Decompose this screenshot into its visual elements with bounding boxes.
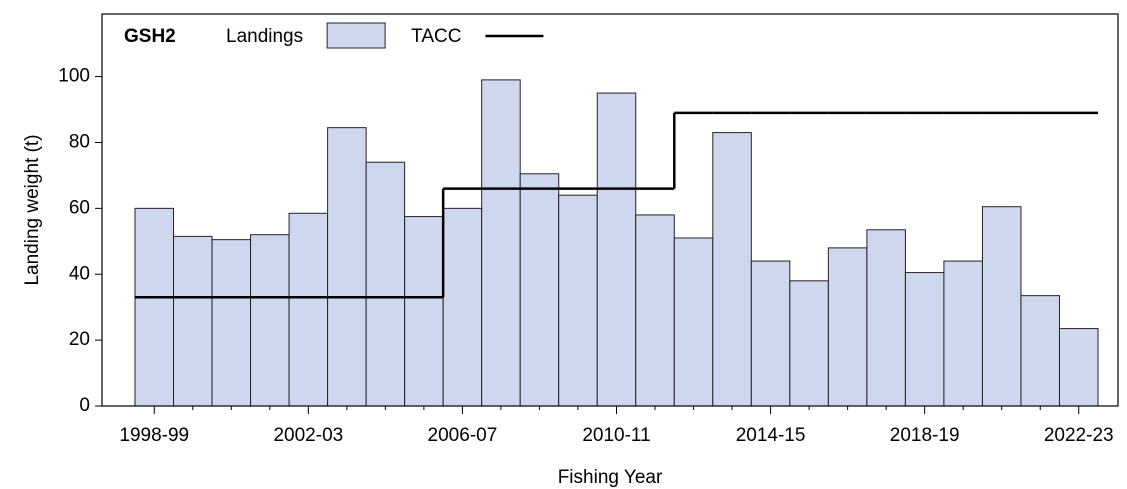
bar bbox=[519, 173, 560, 407]
y-tick-label: 80 bbox=[69, 131, 90, 152]
bar bbox=[250, 234, 290, 407]
bar bbox=[789, 280, 829, 407]
bar bbox=[442, 207, 483, 407]
bar bbox=[712, 132, 752, 407]
bar bbox=[288, 212, 329, 407]
legend-label: TACC bbox=[411, 26, 461, 47]
bar bbox=[673, 237, 714, 407]
x-tick-label: 2022-23 bbox=[1044, 425, 1114, 446]
plot-frame bbox=[101, 13, 1119, 407]
legend-swatch bbox=[326, 22, 386, 49]
y-tick-label: 0 bbox=[79, 395, 90, 416]
bar bbox=[981, 206, 1022, 407]
y-tick-label: 100 bbox=[58, 66, 90, 87]
chart-title: GSH2 bbox=[124, 26, 176, 47]
y-tick-label: 20 bbox=[69, 329, 90, 350]
bar bbox=[134, 207, 175, 407]
bar bbox=[943, 260, 983, 407]
bar bbox=[596, 92, 637, 407]
bar bbox=[904, 272, 945, 407]
bar bbox=[635, 214, 675, 407]
bar bbox=[404, 216, 444, 407]
x-tick-label: 2006-07 bbox=[428, 425, 498, 446]
x-axis-label: Fishing Year bbox=[558, 467, 663, 488]
bar bbox=[365, 161, 406, 407]
x-tick-label: 2010-11 bbox=[582, 425, 650, 446]
bar bbox=[1020, 295, 1060, 407]
bar bbox=[558, 194, 598, 407]
bar bbox=[173, 235, 213, 407]
bar bbox=[866, 229, 906, 407]
bar bbox=[327, 127, 367, 407]
bar bbox=[1058, 328, 1099, 407]
bar bbox=[211, 239, 252, 407]
x-tick-label: 2002-03 bbox=[273, 425, 343, 446]
x-tick-label: 1998-99 bbox=[119, 425, 189, 446]
y-axis-label: Landing weight (t) bbox=[22, 134, 43, 285]
x-tick-label: 2018-19 bbox=[890, 425, 960, 446]
bar bbox=[827, 247, 868, 407]
y-tick-label: 60 bbox=[69, 197, 90, 218]
bar bbox=[750, 260, 791, 407]
legend-label: Landings bbox=[226, 26, 303, 47]
x-tick-label: 2014-15 bbox=[736, 425, 806, 446]
bar bbox=[481, 79, 521, 407]
y-tick-label: 40 bbox=[69, 263, 90, 284]
